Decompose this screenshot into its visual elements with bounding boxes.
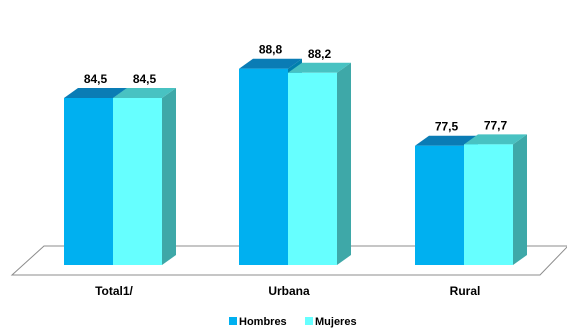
bar-hombres-2 [415, 135, 478, 265]
data-labels-group: 84,5 84,5 88,8 88,2 77,5 77,7 [84, 43, 508, 134]
bar-front-face [239, 68, 288, 266]
bar-mujeres-1 [288, 62, 351, 266]
data-label: 84,5 [133, 72, 157, 86]
bar-front-face [288, 72, 337, 265]
bar-top-face [239, 58, 302, 69]
bar-front-face [464, 144, 513, 265]
bar-front-face [64, 98, 113, 265]
category-label: Urbana [268, 284, 310, 298]
bar-mujeres-0 [113, 88, 176, 265]
bar-side-face [162, 88, 176, 265]
bar-side-face [513, 134, 527, 265]
legend: Hombres Mujeres [229, 316, 357, 328]
bar-top-face [464, 134, 527, 145]
legend-swatch [229, 317, 237, 325]
category-label: Rural [450, 284, 481, 298]
legend-swatch [305, 317, 313, 325]
data-label: 88,8 [259, 43, 283, 57]
bars-group [64, 58, 527, 266]
legend-label: Mujeres [315, 316, 357, 328]
legend-label: Hombres [239, 316, 287, 328]
bar-top-face [64, 88, 127, 98]
bar-front-face [113, 98, 162, 265]
bar-side-face [337, 62, 351, 266]
category-label: Total1/ [95, 284, 133, 298]
data-label: 88,2 [308, 47, 332, 61]
bar-front-face [415, 145, 464, 265]
data-label: 77,7 [484, 118, 508, 132]
data-label: 77,5 [435, 120, 459, 134]
bar-top-face [288, 62, 351, 73]
bar-mujeres-2 [464, 134, 527, 265]
data-label: 84,5 [84, 72, 108, 86]
bar-top-face [113, 88, 176, 98]
category-axis-labels: Total1/Urbana Rural [95, 284, 480, 298]
legend-item-hombres: Hombres [229, 316, 287, 328]
bar-top-face [415, 135, 478, 146]
legend-item-mujeres: Mujeres [305, 316, 357, 328]
